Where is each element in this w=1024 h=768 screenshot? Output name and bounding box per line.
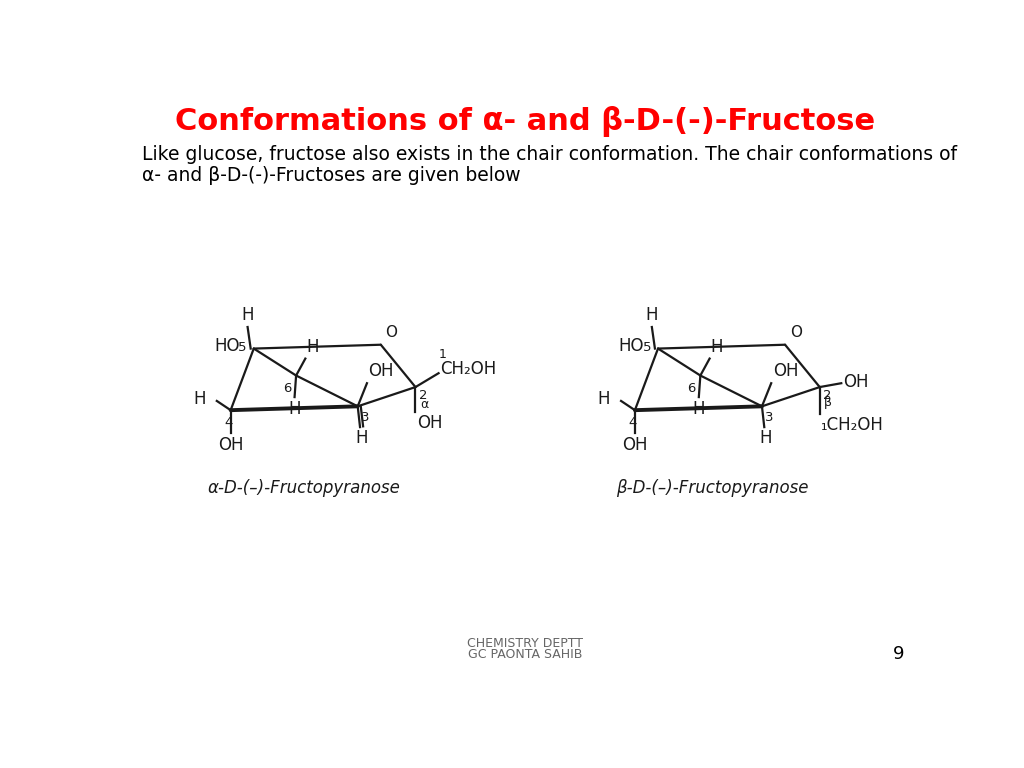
- Text: Like glucose, fructose also exists in the chair conformation. The chair conforma: Like glucose, fructose also exists in th…: [142, 144, 957, 164]
- Text: OH: OH: [417, 414, 442, 432]
- Text: HO: HO: [214, 337, 240, 356]
- Text: α: α: [420, 398, 428, 411]
- Text: 5: 5: [643, 341, 651, 354]
- Text: 3: 3: [360, 411, 370, 424]
- Text: 6: 6: [283, 382, 292, 395]
- Text: α-D-(–)-Fructopyranose: α-D-(–)-Fructopyranose: [208, 479, 400, 498]
- Text: 4: 4: [224, 416, 232, 429]
- Text: OH: OH: [218, 435, 244, 454]
- Text: OH: OH: [369, 362, 394, 380]
- Text: 1: 1: [438, 348, 446, 361]
- Text: GC PAONTA SAHIB: GC PAONTA SAHIB: [468, 647, 582, 660]
- Text: 5: 5: [239, 341, 247, 354]
- Text: 4: 4: [629, 416, 637, 429]
- Text: Conformations of α- and β-D-(-)-Fructose: Conformations of α- and β-D-(-)-Fructose: [175, 106, 874, 137]
- Text: H: H: [306, 337, 318, 356]
- Text: OH: OH: [773, 362, 799, 380]
- Text: O: O: [385, 325, 397, 340]
- Text: H: H: [645, 306, 658, 324]
- Text: H: H: [194, 390, 206, 409]
- Text: H: H: [760, 429, 772, 448]
- Text: α- and β-D-(-)-Fructoses are given below: α- and β-D-(-)-Fructoses are given below: [142, 166, 521, 185]
- Text: OH: OH: [844, 372, 869, 391]
- Text: 9: 9: [893, 645, 904, 664]
- Text: H: H: [289, 400, 301, 418]
- Text: ₁CH₂OH: ₁CH₂OH: [821, 416, 884, 435]
- Text: CH₂OH: CH₂OH: [440, 360, 497, 379]
- Text: H: H: [355, 429, 368, 448]
- Text: 2: 2: [823, 389, 831, 402]
- Text: β: β: [824, 396, 833, 409]
- Text: 3: 3: [765, 411, 773, 424]
- Text: HO: HO: [618, 337, 644, 356]
- Text: O: O: [790, 325, 802, 340]
- Text: H: H: [598, 390, 610, 409]
- Text: OH: OH: [623, 435, 647, 454]
- Text: CHEMISTRY DEPTT: CHEMISTRY DEPTT: [467, 637, 583, 650]
- Text: H: H: [242, 306, 254, 324]
- Text: H: H: [711, 337, 723, 356]
- Text: H: H: [692, 400, 706, 418]
- Text: 6: 6: [687, 382, 695, 395]
- Text: β-D-(–)-Fructopyranose: β-D-(–)-Fructopyranose: [615, 479, 808, 498]
- Text: 2: 2: [419, 389, 427, 402]
